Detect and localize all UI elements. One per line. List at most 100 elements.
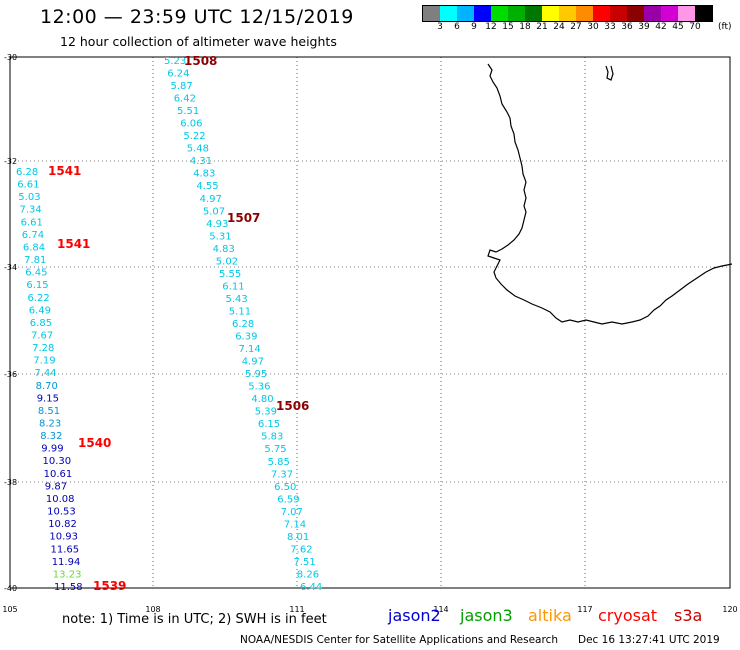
wave-height-value: 7.37 (271, 469, 293, 480)
wave-height-value: 6.06 (180, 119, 202, 130)
colorbar-tick-label: 9 (471, 22, 477, 32)
wave-height-value: 7.51 (294, 557, 316, 568)
wave-height-value: 5.75 (264, 444, 286, 455)
coastline-west (487, 63, 733, 325)
colorbar-tick-label: 24 (553, 22, 565, 32)
pass-number-label: 1506 (276, 399, 309, 413)
altimeter-tracks: 5.23 6.245.87 6.425.51 6.065.22 5.484.31 4.83… (16, 54, 322, 593)
wave-height-value: 6.15 (26, 280, 48, 291)
wave-height-value: 5.51 (177, 106, 199, 117)
colorbar-swatch (695, 6, 712, 21)
satellite-legend-jason3: jason3 (460, 606, 513, 625)
colorbar-tick-label: 45 (672, 22, 684, 32)
colorbar-tick-label: 33 (604, 22, 616, 32)
wave-height-value: 13.23 (53, 569, 82, 580)
satellite-legend-s3a: s3a (674, 606, 703, 625)
satellite-legend-altika: altika (528, 606, 572, 625)
pass-number-label: 1540 (78, 436, 111, 450)
wave-height-value: 6.15 (258, 419, 280, 430)
latitude-label: -40 (4, 584, 17, 593)
colorbar-tick-label: 3 (437, 22, 443, 32)
wave-height-value: 9.87 (45, 481, 67, 492)
wave-height-value: 7.19 (33, 356, 55, 367)
wave-height-value: 7.28 (32, 343, 54, 354)
wave-height-value: 8.26 (297, 570, 319, 581)
colorbar-swatch (423, 6, 440, 21)
wave-height-value: 10.61 (44, 469, 73, 480)
wave-height-value: 8.32 (40, 431, 62, 442)
wave-height-value: 5.11 (229, 307, 251, 318)
wave-height-value: 7.44 (34, 368, 56, 379)
colorbar-swatch (576, 6, 593, 21)
colorbar-swatch (610, 6, 627, 21)
wave-height-value: 4.80 (251, 394, 273, 405)
wave-height-value: 7.07 (281, 507, 303, 518)
wave-height-value: 6.49 (29, 305, 51, 316)
map-title: 12:00 — 23:59 UTC 12/15/2019 (40, 6, 354, 28)
wave-height-value: 11.58 (54, 582, 83, 593)
colorbar-swatch (440, 6, 457, 21)
wave-height-value: 5.23 (164, 56, 186, 67)
wave-height-value: 4.31 (190, 156, 212, 167)
wave-height-value: 5.85 (268, 457, 290, 468)
wave-height-value: 5.31 (209, 231, 231, 242)
wave-height-value: 6.85 (30, 318, 52, 329)
latitude-label: -34 (4, 263, 17, 272)
australia-coastline (487, 63, 733, 325)
wave-height-value: 7.14 (239, 344, 261, 355)
wave-height-value: 5.07 (203, 206, 225, 217)
wave-height-value: 11.65 (51, 544, 80, 555)
wave-height-value: 10.08 (46, 494, 75, 505)
lat-lon-grid: -30 -32 -34 -36 -38 -40 105 108 111 114 117 120 (2, 53, 737, 614)
longitude-label: 108 (145, 605, 160, 614)
latitude-label: -38 (4, 478, 17, 487)
wave-height-value: 10.30 (43, 456, 72, 467)
longitude-label: 117 (577, 605, 592, 614)
colorbar-swatch (644, 6, 661, 21)
longitude-label: 120 (722, 605, 737, 614)
colorbar-tick-label: 21 (536, 22, 548, 32)
colorbar-swatch (678, 6, 695, 21)
wave-height-value: 6.28 (16, 167, 38, 178)
colorbar-unit: (ft) (718, 22, 732, 32)
credit-line: NOAA/NESDIS Center for Satellite Applica… (240, 634, 558, 646)
wave-height-value: 4.55 (196, 181, 218, 192)
generation-timestamp: Dec 16 13:27:41 UTC 2019 (578, 634, 720, 646)
satellite-legend-jason2: jason2 (388, 606, 441, 625)
wave-height-value: 5.83 (261, 432, 283, 443)
wave-height-value: 7.81 (24, 255, 46, 266)
longitude-label: 111 (289, 605, 304, 614)
wave-height-value: 8.51 (38, 406, 60, 417)
wave-height-value: 6.59 (277, 494, 299, 505)
latitude-label: -30 (4, 53, 17, 62)
colorbar-tick-label: 42 (655, 22, 667, 32)
colorbar-swatch (542, 6, 559, 21)
wave-height-value: 10.93 (49, 532, 78, 543)
longitude-label: 105 (2, 605, 17, 614)
colorbar-swatch (661, 6, 678, 21)
wave-height-value: 6.39 (235, 332, 257, 343)
wave-height-value: 5.48 (187, 144, 209, 155)
wave-height-value: 6.50 (274, 482, 296, 493)
wave-height-value: 4.97 (200, 194, 222, 205)
pass-number-label: 1507 (227, 211, 260, 225)
units-note: note: 1) Time is in UTC; 2) SWH is in fe… (62, 612, 327, 627)
wave-height-value: 5.95 (245, 369, 267, 380)
colorbar-tick-label: 18 (519, 22, 531, 32)
wave-height-value: 6.28 (232, 319, 254, 330)
colorbar-tick-label: 36 (621, 22, 633, 32)
colorbar-swatch (559, 6, 576, 21)
colorbar-swatch (627, 6, 644, 21)
colorbar-tick-label: 12 (485, 22, 497, 32)
coastline-island (605, 65, 614, 81)
colorbar-tick-label: 30 (587, 22, 599, 32)
wave-height-value: 7.67 (31, 331, 53, 342)
wave-height-value: 5.39 (255, 407, 277, 418)
longitude-label: 114 (433, 605, 448, 614)
wave-height-value: 4.93 (206, 219, 228, 230)
wave-height-value: 9.99 (41, 444, 63, 455)
pass-number-label: 1541 (48, 164, 81, 178)
wave-height-value: 5.22 (183, 131, 205, 142)
wave-height-value: 7.14 (284, 519, 306, 530)
